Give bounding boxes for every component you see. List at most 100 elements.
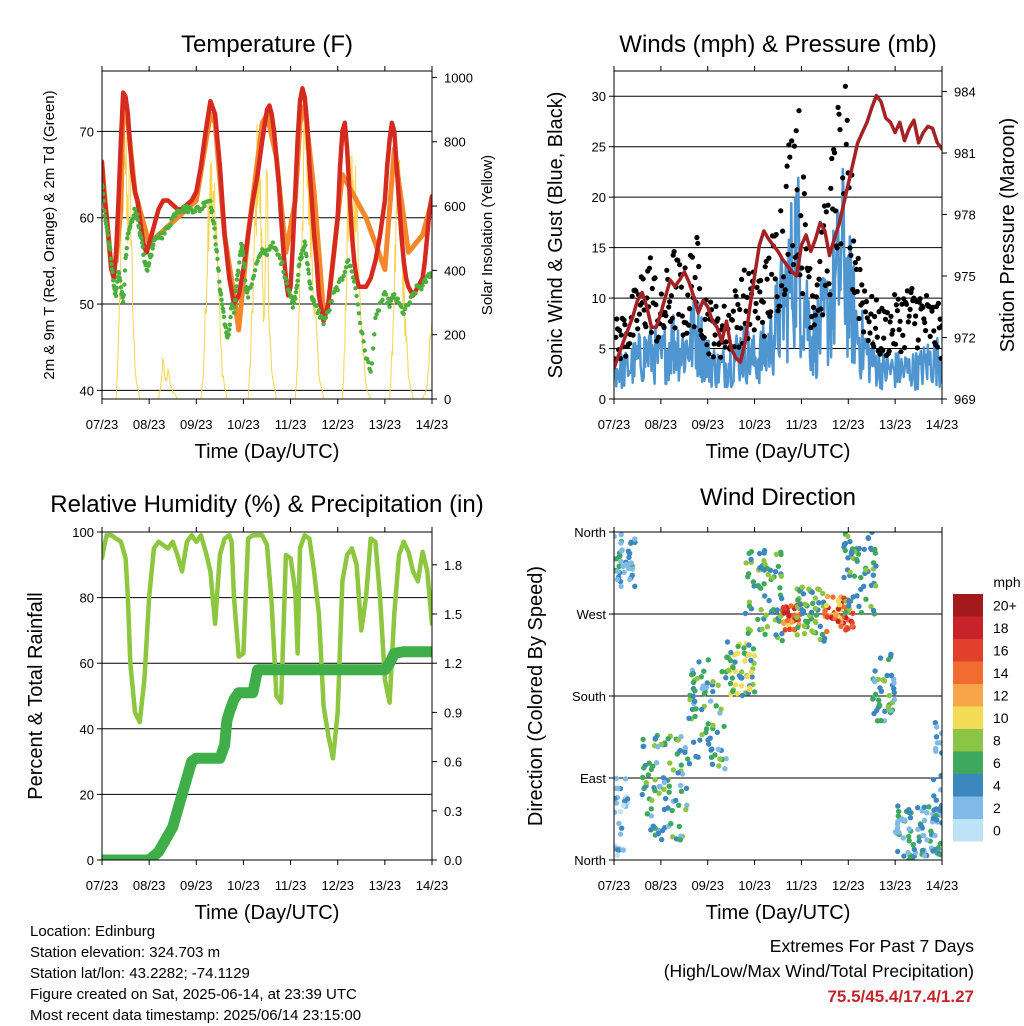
gust-point	[837, 127, 843, 133]
direction-point	[921, 804, 928, 810]
x-tick-label: 08/23	[645, 417, 678, 432]
direction-point	[685, 756, 691, 762]
y-axis-label: Percent & Total Rainfall	[25, 592, 47, 800]
dewpoint-point	[277, 256, 283, 261]
direction-point	[616, 820, 622, 827]
gust-point	[798, 213, 804, 219]
x-tick-label: 13/23	[369, 417, 402, 432]
dewpoint-point	[340, 277, 345, 282]
dewpoint-point	[215, 256, 220, 262]
direction-point	[870, 572, 876, 578]
gust-point	[614, 334, 619, 340]
legend-label: 8	[993, 732, 1001, 748]
direction-point	[790, 626, 797, 633]
direction-point	[719, 669, 725, 675]
direction-point	[788, 603, 794, 609]
gust-point	[874, 334, 880, 340]
direction-point	[756, 550, 763, 557]
direction-point	[618, 583, 624, 590]
latlon-text: Station lat/lon: 43.2282; -74.1129	[30, 965, 250, 982]
extremes-summary: Extremes For Past 7 Days (High/Low/Max W…	[664, 934, 974, 1009]
dewpoint-point	[385, 300, 390, 306]
gust-point	[791, 143, 798, 149]
dewpoint-point	[296, 272, 301, 278]
x-tick-label: 10/23	[738, 417, 771, 432]
gust-point	[701, 335, 707, 341]
gust-point	[836, 111, 842, 117]
relative-humidity-line	[102, 533, 432, 761]
direction-point	[641, 765, 647, 771]
direction-point	[780, 604, 787, 611]
gust-point	[842, 83, 849, 89]
y-right-tick-label: 984	[954, 85, 976, 100]
legend-label: 10	[993, 710, 1009, 726]
gust-point	[760, 299, 767, 305]
gust-point	[635, 326, 641, 332]
gust-point	[761, 333, 767, 339]
pressure-line	[614, 93, 942, 371]
direction-point	[621, 569, 627, 576]
dewpoint-point	[102, 185, 105, 190]
gust-point	[746, 270, 752, 277]
direction-point	[888, 672, 895, 679]
direction-point	[868, 545, 874, 551]
direction-point	[888, 651, 894, 658]
direction-point	[698, 674, 704, 680]
dewpoint-point	[227, 322, 233, 327]
dewpoint-point	[309, 286, 314, 291]
direction-point	[745, 626, 752, 632]
direction-point	[901, 853, 907, 859]
dewpoint-point	[102, 213, 108, 218]
gust-point	[618, 332, 624, 338]
gust-point	[869, 293, 875, 300]
direction-point	[873, 583, 879, 589]
dewpoint-point	[343, 265, 349, 270]
direction-point	[938, 852, 942, 858]
gust-point	[762, 264, 768, 270]
direction-point	[619, 547, 625, 553]
direction-point	[746, 599, 753, 605]
dewpoint-point	[162, 231, 167, 236]
gust-point	[780, 228, 786, 234]
dewpoint-point	[407, 300, 412, 305]
dewpoint-point	[307, 281, 313, 286]
x-tick-label: 09/23	[691, 417, 724, 432]
dewpoint-point	[240, 243, 245, 248]
y-right-tick-label: 969	[954, 392, 976, 407]
dewpoint-point	[202, 203, 207, 209]
direction-point	[824, 614, 831, 620]
gust-point	[851, 238, 857, 244]
direction-point	[629, 566, 636, 572]
dewpoint-point	[327, 308, 332, 313]
dewpoint-point	[316, 308, 322, 313]
y-right-tick-label: 972	[954, 331, 976, 346]
direction-point	[746, 603, 753, 609]
gust-point	[773, 231, 779, 238]
direction-point	[677, 747, 683, 754]
dewpoint-point	[241, 261, 247, 266]
gust-point	[661, 324, 667, 331]
gust-point	[912, 321, 918, 327]
y-tick-label: North	[574, 525, 606, 540]
direction-point	[874, 718, 881, 724]
direction-point	[854, 556, 860, 563]
direction-point	[847, 538, 853, 545]
direction-point	[803, 618, 809, 624]
gust-point	[931, 328, 937, 334]
gust-point	[722, 344, 728, 350]
gust-point	[915, 337, 921, 343]
dewpoint-point	[293, 296, 298, 301]
direction-points	[614, 532, 942, 860]
y-right-tick-label: 0	[444, 392, 451, 407]
y-right-tick-label: 975	[954, 269, 976, 284]
y-right-axis-label: Station Pressure (Maroon)	[997, 118, 1019, 353]
dewpoint-point	[192, 209, 198, 214]
gust-point	[682, 265, 688, 271]
direction-point	[886, 656, 892, 663]
gust-point	[669, 315, 675, 321]
gust-point	[685, 292, 691, 298]
y-tick-label: 25	[592, 140, 606, 155]
y-tick-label: 20	[80, 787, 94, 802]
direction-point	[734, 690, 740, 697]
